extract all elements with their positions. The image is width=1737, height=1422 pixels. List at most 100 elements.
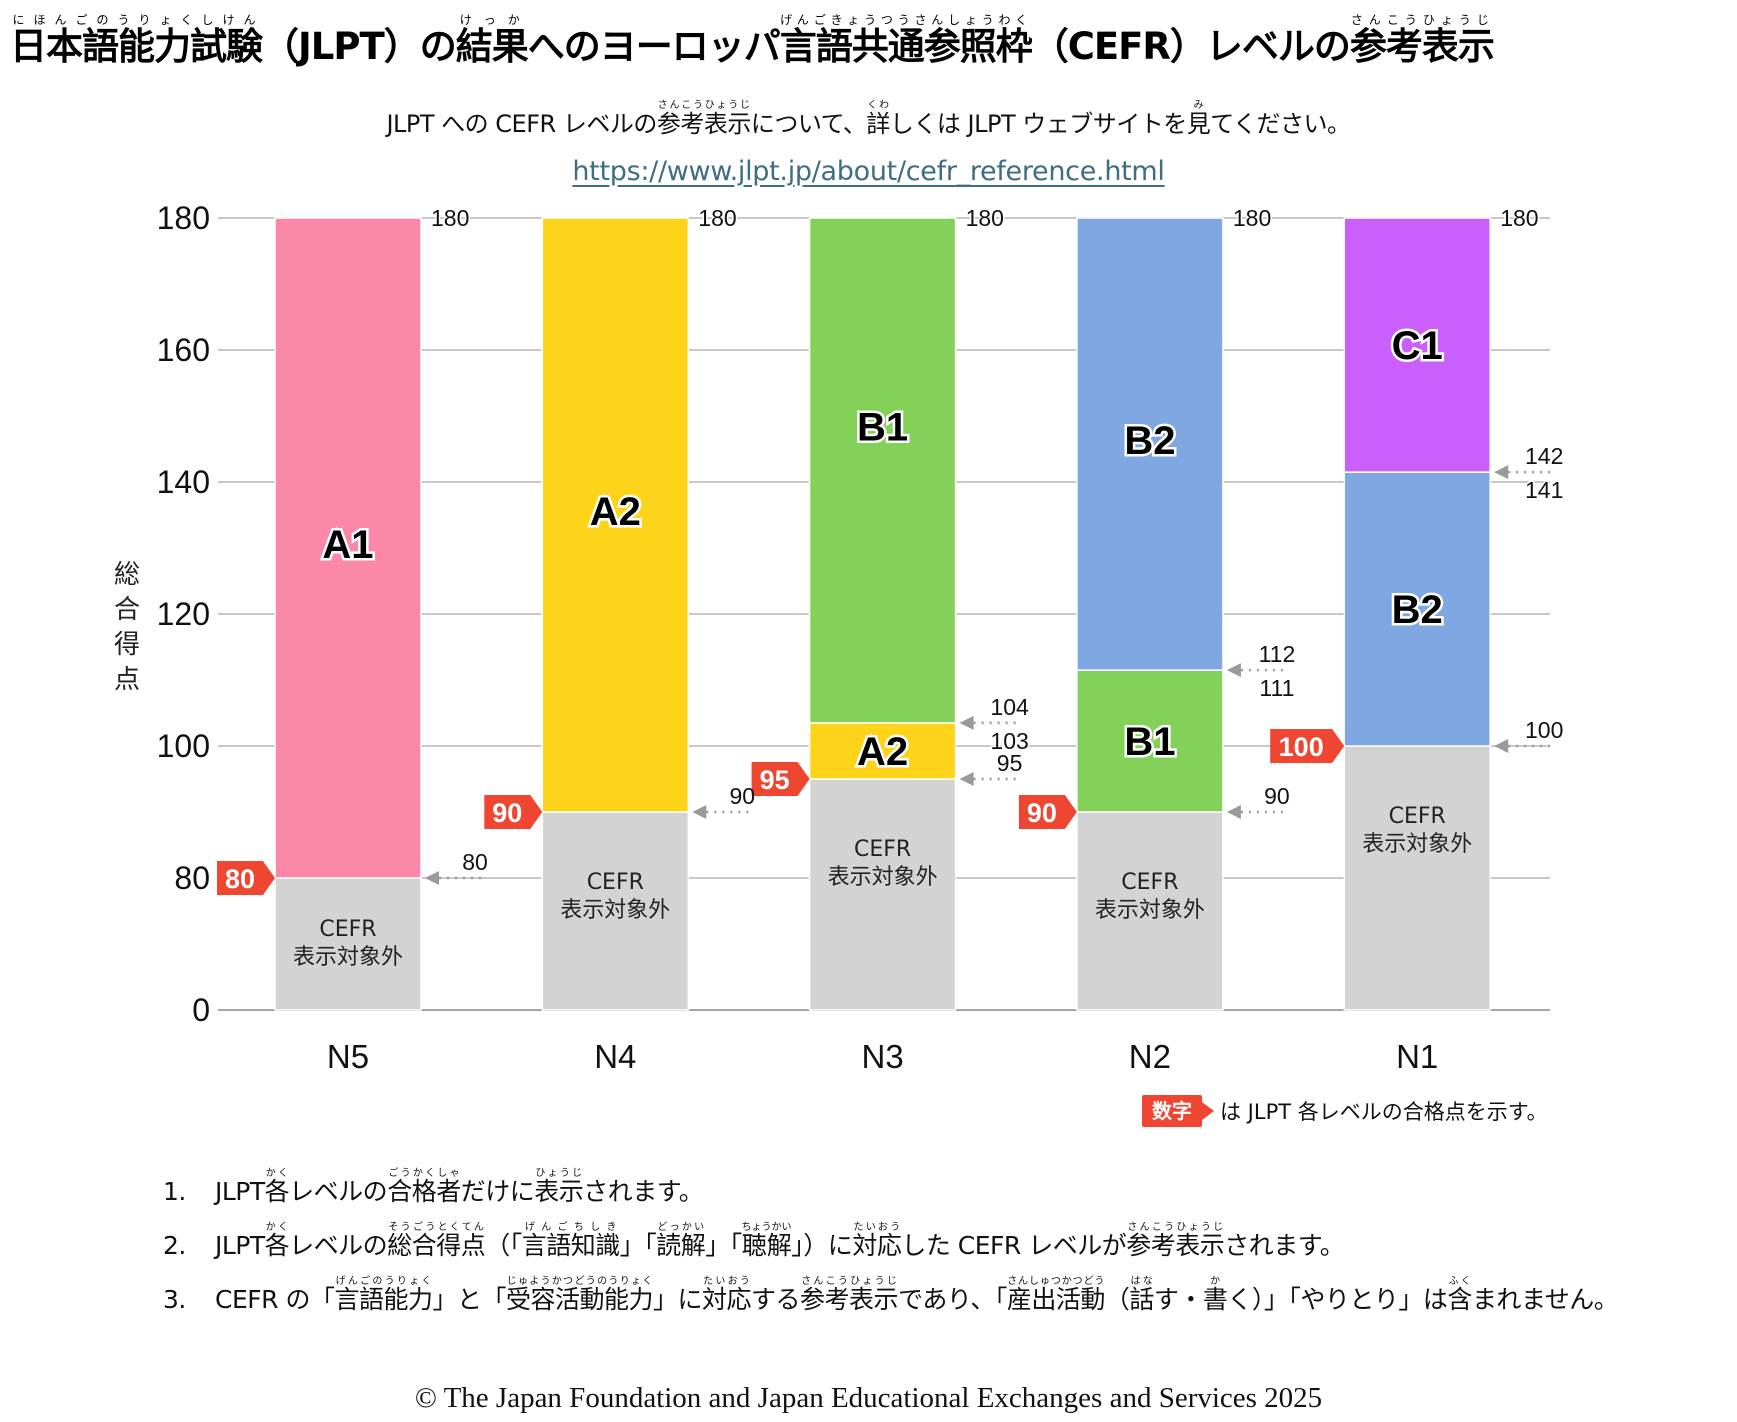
note-item: 2. JLPT各かくレベルの総合得点そうごうとくてん（「言語知識げんごちしき」「読… <box>163 1219 1618 1273</box>
text-segment: （JLPT）の <box>262 25 457 68</box>
cefr-level-label: B2 <box>1392 588 1443 632</box>
cefr-level-label: A1 <box>322 523 373 567</box>
ruby-word: 表示ひょうじ <box>534 1168 584 1206</box>
bar-segment-c1 <box>1343 217 1491 473</box>
ruby-reading: たいおう <box>852 1222 902 1233</box>
boundary-upper-value: 104 <box>990 694 1029 720</box>
boundary-arrow-icon <box>692 805 707 819</box>
pass-mark-flag <box>1270 729 1345 763</box>
ruby-word: 各かく <box>264 1222 290 1260</box>
boundary-arrow-icon <box>425 871 439 885</box>
text-segment: JLPT <box>215 1231 265 1260</box>
boundary-annotations: 80 180 90 180 95 104 103 180 90 112 111 180 100 142 14… <box>425 204 1565 885</box>
pass-mark-flag <box>751 762 810 796</box>
bar-n3: CEFR 表示対象外 A2 B1 95 <box>751 217 957 1011</box>
cefr-level-label: A2 <box>590 490 641 534</box>
text-segment: 」）に <box>791 1231 853 1260</box>
y-tick-label: 80 <box>174 860 210 896</box>
boundary-upper-value: 142 <box>1525 443 1563 469</box>
x-tick-label: N2 <box>1129 1038 1171 1075</box>
boundary-upper-value: 180 <box>966 205 1004 231</box>
ruby-reading: どっかい <box>656 1222 706 1233</box>
boundary-upper-value: 180 <box>431 205 469 231</box>
boundary-lower-value: 141 <box>1525 477 1563 503</box>
reference-link[interactable]: https://www.jlpt.jp/about/cefr_reference… <box>572 156 1165 187</box>
pass-mark-value: 100 <box>1279 732 1324 762</box>
ruby-reading: げんごのうりょく <box>334 1276 433 1287</box>
text-segment: だけに <box>460 1177 535 1206</box>
bar-segment-not_shown <box>274 877 422 1011</box>
ruby-word: 言語共通参照枠げんごきょうつうさんしょうわく <box>779 13 1033 68</box>
not-shown-label: 表示対象外 <box>293 945 403 970</box>
text-segment: （CEFR）レベルの <box>1031 25 1351 68</box>
ruby-word: 参考表示さんこうひょうじ <box>1126 1222 1225 1260</box>
ruby-word: 対応たいおう <box>852 1222 902 1260</box>
text-segment: 」に <box>653 1285 703 1314</box>
text-segment: されます。 <box>583 1177 704 1206</box>
boundary-arrow-icon <box>1226 805 1241 819</box>
boundary-upper-value: 80 <box>462 849 488 875</box>
note-item: 3. CEFR の「言語能力げんごのうりょく」と「受容活動能力じゅようかつどうのう… <box>163 1273 1619 1327</box>
text-segment: されます。 <box>1224 1231 1345 1260</box>
x-tick-label: N3 <box>862 1038 904 1075</box>
ruby-reading: み <box>1186 100 1211 111</box>
y-axis-label-char: 合 <box>114 595 140 625</box>
ruby-reading: さんこうひょうじ <box>1349 13 1494 27</box>
y-tick-label: 100 <box>157 728 210 764</box>
ruby-word: 詳くわ <box>866 100 890 138</box>
y-axis-label-char: 総 <box>114 560 140 590</box>
not-shown-label: 表示対象外 <box>560 898 670 923</box>
cefr-stacked-bar-chart: 0 80 100 120 140 160 180 CEFR 表示対象外 A1 80 CEFR 表示対象… <box>114 200 1565 1075</box>
y-axis-label-char: 点 <box>114 665 140 695</box>
ruby-reading: さんしゅつかつどう <box>1006 1276 1105 1287</box>
not-shown-label: CEFR <box>1121 870 1178 895</box>
bars: CEFR 表示対象外 A1 80 CEFR 表示対象外 A2 90 CEFR 表示対象外 A2 B1 9… <box>217 217 1491 1011</box>
text-segment: （「 <box>485 1231 522 1260</box>
bar-segment-not_shown <box>1343 745 1491 1011</box>
x-tick-label: N4 <box>594 1038 636 1075</box>
ruby-reading: はな <box>1129 1276 1154 1287</box>
not-shown-label: 表示対象外 <box>1362 832 1472 857</box>
bar-segment-b2 <box>1343 471 1491 747</box>
ruby-reading: さんこうひょうじ <box>800 1276 899 1287</box>
boundary-upper-value: 180 <box>1233 205 1271 231</box>
not-shown-label: CEFR <box>1389 804 1446 829</box>
text-segment: レベルの <box>289 1177 388 1206</box>
bar-segment-b1 <box>808 217 957 724</box>
y-axis-label: 総合得点 <box>114 560 140 695</box>
text-segment: てください。 <box>1210 110 1351 138</box>
y-axis-ticks: 0 80 100 120 140 160 180 <box>157 200 210 1028</box>
text-segment: まれません。 <box>1471 1285 1619 1314</box>
cefr-level-label: C1 <box>1392 324 1443 368</box>
page-title: 日本語能力試験にほんごのうりょくしけん（JLPT）の結果けっかへのヨーロッパ言語… <box>10 12 1730 82</box>
note-number: 3. <box>163 1285 186 1314</box>
text-segment: く）」「やりとり」は <box>1227 1285 1448 1314</box>
ruby-reading: かく <box>264 1168 290 1179</box>
ruby-reading: くわ <box>866 100 890 111</box>
cefr-level-label: B1 <box>1124 720 1175 764</box>
ruby-word: 話はな <box>1129 1276 1154 1314</box>
text-segment: レベルの <box>289 1231 388 1260</box>
ruby-word: 総合得点そうごうとくてん <box>387 1222 486 1260</box>
not-shown-label: 表示対象外 <box>1095 898 1205 923</box>
text-segment: へのヨーロッパ <box>527 25 781 68</box>
copyright: © The Japan Foundation and Japan Educati… <box>414 1382 1323 1414</box>
bar-segment-a1 <box>274 217 422 879</box>
text-segment: 」「 <box>619 1231 657 1260</box>
ruby-word: 書か <box>1202 1276 1228 1314</box>
ruby-word: 読解どっかい <box>656 1222 706 1260</box>
boundary-arrow-icon <box>959 772 974 786</box>
pass-mark-flag <box>217 861 275 895</box>
ruby-word: 言語能力げんごのうりょく <box>334 1276 433 1314</box>
ruby-word: 参考表示さんこうひょうじ <box>656 100 752 138</box>
ruby-word: 見み <box>1186 100 1211 138</box>
ruby-reading: げんごちしき <box>521 1222 620 1233</box>
ruby-word: 聴解ちょうかい <box>741 1222 792 1260</box>
boundary-upper-value: 100 <box>1525 717 1563 743</box>
cefr-level-label: A2 <box>857 730 908 774</box>
y-tick-label: 160 <box>157 332 210 368</box>
boundary-arrow-icon <box>1494 739 1509 753</box>
note-text: CEFR の「言語能力げんごのうりょく」と「受容活動能力じゅようかつどうのうりょ… <box>215 1276 1619 1314</box>
boundary-upper-value: 112 <box>1259 641 1296 667</box>
text-segment: しくは JLPT ウェブサイトを <box>889 110 1187 138</box>
